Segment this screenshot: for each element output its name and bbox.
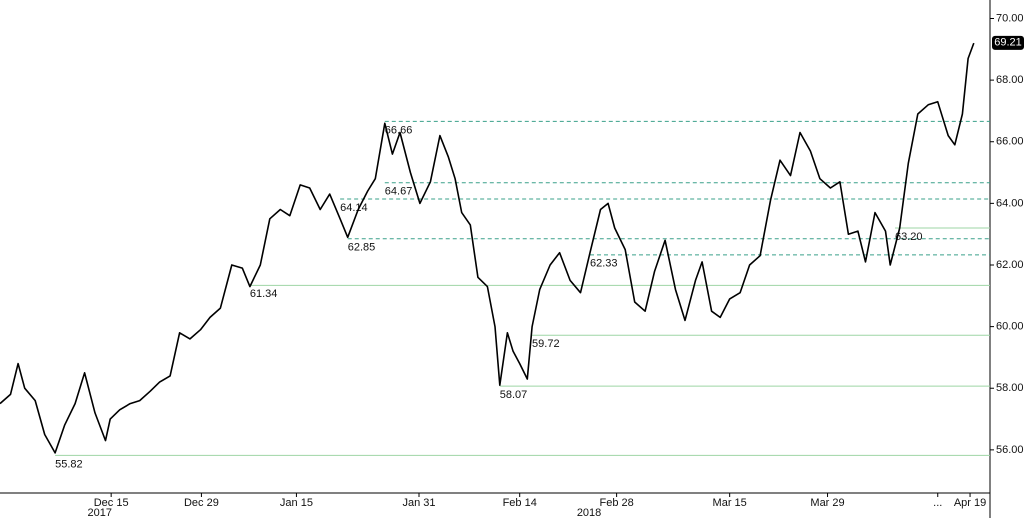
last-value-tag xyxy=(992,35,1024,50)
y-tick-label: 66.00 xyxy=(996,136,1024,148)
y-tick-label: 62.00 xyxy=(996,259,1024,271)
level-label: 58.07 xyxy=(500,389,528,401)
x-tick-label: Mar 15 xyxy=(713,497,747,509)
y-tick-label: 68.00 xyxy=(996,74,1024,86)
x-tick-label: Jan 15 xyxy=(280,497,313,509)
level-label: 64.67 xyxy=(385,186,413,198)
x-tick-label: Dec 15 xyxy=(94,497,129,509)
level-label: 62.85 xyxy=(348,242,376,254)
price-line xyxy=(0,42,975,454)
level-label: 64.14 xyxy=(340,202,368,214)
y-tick-label: 64.00 xyxy=(996,197,1024,209)
y-tick-label: 58.00 xyxy=(996,382,1024,394)
x-group-label: 2018 xyxy=(577,507,601,518)
x-tick-label: Jan 31 xyxy=(402,497,435,509)
y-tick-label: 60.00 xyxy=(996,321,1024,333)
level-label: 63.20 xyxy=(895,231,923,243)
x-tick-label: Feb 28 xyxy=(599,497,633,509)
x-tick-label: Feb 14 xyxy=(503,497,537,509)
x-tick-label: Dec 29 xyxy=(184,497,219,509)
x-tick-label: Apr 19 xyxy=(954,497,986,509)
last-value-label: 69.21 xyxy=(994,37,1022,49)
level-label: 62.33 xyxy=(590,258,618,270)
y-tick-label: 56.00 xyxy=(996,444,1024,456)
level-label: 66.66 xyxy=(385,124,413,136)
x-tick-label: Mar 29 xyxy=(810,497,844,509)
x-group-label: 2017 xyxy=(88,507,112,518)
level-label: 55.82 xyxy=(55,458,83,470)
level-label: 59.72 xyxy=(532,338,560,350)
x-tick-label: ... xyxy=(933,497,942,509)
level-label: 61.34 xyxy=(250,288,278,300)
y-tick-label: 70.00 xyxy=(996,12,1024,24)
